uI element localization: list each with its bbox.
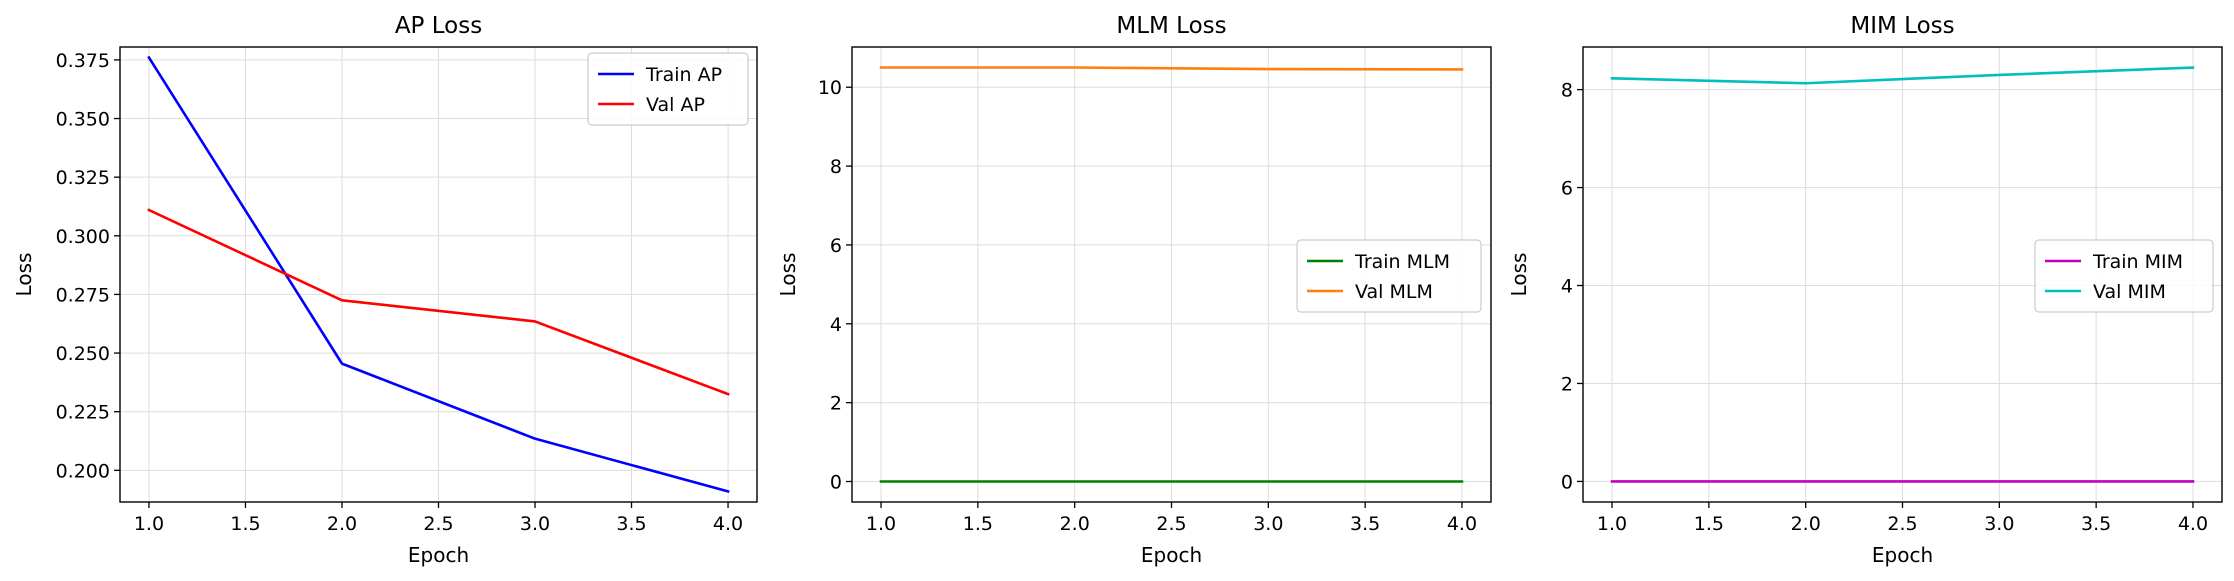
x-tick-label: 3.5	[2081, 513, 2111, 535]
y-tick-label: 6	[830, 235, 842, 257]
legend-box	[2034, 239, 2214, 313]
x-tick-label: 1.5	[1694, 513, 1724, 535]
legend-label: Val AP	[646, 94, 705, 116]
x-tick-label: 2.0	[327, 513, 357, 535]
y-axis-label: Loss	[12, 253, 36, 297]
x-tick-label: 1.5	[963, 513, 993, 535]
series-line-val-ap	[147, 208, 730, 396]
x-tick-label: 1.0	[866, 513, 896, 535]
y-axis-label: Loss	[776, 253, 800, 297]
x-tick-label: 3.0	[1984, 513, 2014, 535]
x-tick-label: 2.0	[1791, 513, 1821, 535]
x-tick-label: 2.5	[423, 513, 453, 535]
y-tick-label: 8	[1561, 80, 1573, 102]
y-tick-label: 0.375	[56, 50, 110, 72]
x-tick-label: 2.0	[1060, 513, 1090, 535]
y-tick-label: 4	[830, 314, 842, 336]
y-tick-label: 0.350	[56, 109, 110, 131]
x-tick-label: 4.0	[1447, 513, 1477, 535]
legend-label: Train MIM	[2092, 251, 2183, 273]
y-tick-label: 0.225	[56, 402, 110, 424]
y-tick-label: 4	[1561, 276, 1573, 298]
x-tick-label: 4.0	[713, 513, 743, 535]
x-tick-label: 2.5	[1156, 513, 1186, 535]
legend: Train MLM Val MLM	[1296, 239, 1482, 313]
legend-box	[1296, 239, 1482, 313]
y-tick-label: 0.275	[56, 284, 110, 306]
series-line-train-ap	[147, 55, 730, 494]
legend-box	[587, 52, 749, 126]
legend: Train MIM Val MIM	[2034, 239, 2214, 313]
x-tick-label: 1.5	[230, 513, 260, 535]
y-tick-label: 2	[1561, 373, 1573, 395]
y-tick-label: 0	[830, 471, 842, 493]
y-tick-label: 2	[830, 393, 842, 415]
series-line-val-mim	[1610, 66, 2195, 85]
legend-label: Train AP	[645, 64, 722, 86]
chart-panel-1: 1.0 1.5 2.0 2.5 3.0 3.5 4.0 0.200 0.225 0.250 0.27…	[12, 13, 758, 567]
x-tick-label: 4.0	[2178, 513, 2208, 535]
x-tick-label: 1.0	[134, 513, 164, 535]
y-tick-label: 0.300	[56, 226, 110, 248]
x-tick-label: 3.0	[520, 513, 550, 535]
y-tick-label: 0	[1561, 471, 1573, 493]
y-tick-label: 0.250	[56, 343, 110, 365]
series-line-val-mlm	[879, 66, 1464, 71]
x-tick-label: 3.5	[1350, 513, 1380, 535]
x-tick-label: 2.5	[1887, 513, 1917, 535]
legend-label: Train MLM	[1354, 251, 1450, 273]
legend: Train AP Val AP	[587, 52, 749, 126]
x-axis-label: Epoch	[408, 543, 469, 567]
chart-panel-2: 1.0 1.5 2.0 2.5 3.0 3.5 4.0 0 2 4 6 8 10 MLM Loss Epoc…	[776, 13, 1492, 567]
x-tick-label: 1.0	[1597, 513, 1627, 535]
y-tick-label: 8	[830, 156, 842, 178]
x-axis-label: Epoch	[1141, 543, 1202, 567]
y-axis-label: Loss	[1507, 253, 1531, 297]
y-tick-label: 0.200	[56, 460, 110, 482]
chart-panel-3: 1.0 1.5 2.0 2.5 3.0 3.5 4.0 0 2 4 6 8 MIM Loss Epoch L…	[1507, 13, 2223, 567]
y-tick-label: 6	[1561, 178, 1573, 200]
chart-title: AP Loss	[395, 13, 482, 39]
y-tick-label: 10	[818, 77, 842, 99]
chart-title: MLM Loss	[1116, 13, 1226, 39]
chart-title: MIM Loss	[1850, 13, 1954, 39]
y-tick-label: 0.325	[56, 167, 110, 189]
x-tick-label: 3.5	[616, 513, 646, 535]
legend-label: Val MLM	[1355, 281, 1433, 303]
x-tick-label: 3.0	[1253, 513, 1283, 535]
legend-label: Val MIM	[2093, 281, 2166, 303]
x-axis-label: Epoch	[1872, 543, 1933, 567]
